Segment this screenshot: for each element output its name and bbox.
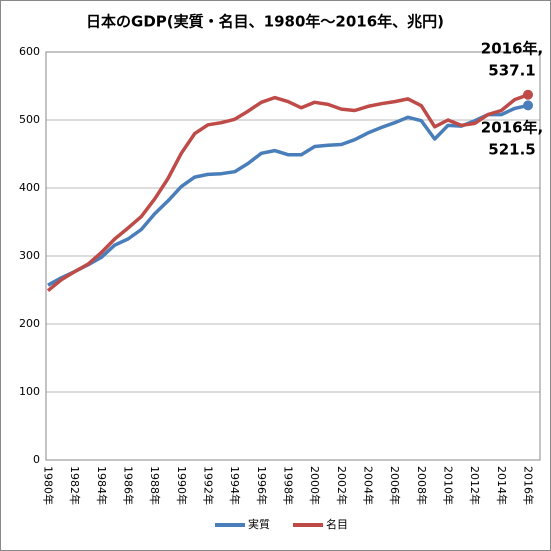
y-tick-label: 600 — [19, 45, 40, 58]
legend-label: 名目 — [326, 517, 348, 531]
x-tick-label: 2014年 — [495, 466, 509, 505]
x-tick-label: 1992年 — [202, 466, 216, 505]
x-tick-label: 1984年 — [95, 466, 109, 505]
legend-label: 実質 — [248, 517, 270, 531]
x-tick-label: 2006年 — [388, 466, 402, 505]
x-tick-label: 2000年 — [308, 466, 322, 505]
y-tick-label: 200 — [19, 317, 40, 330]
x-tick-label: 2016年 — [522, 466, 536, 505]
x-tick-label: 1980年 — [42, 466, 56, 505]
annotation: 2016年, — [481, 119, 543, 137]
x-tick-label: 2008年 — [415, 466, 429, 505]
x-tick-label: 1994年 — [228, 466, 242, 505]
y-tick-label: 400 — [19, 181, 40, 194]
x-tick-label: 2004年 — [362, 466, 376, 505]
x-tick-label: 1982年 — [68, 466, 82, 505]
annotation: 521.5 — [488, 141, 535, 159]
series-line — [47, 103, 529, 287]
x-tick-label: 1988年 — [148, 466, 162, 505]
y-tick-label: 100 — [19, 385, 40, 398]
x-tick-label: 1990年 — [175, 466, 189, 505]
end-marker — [523, 100, 533, 111]
x-tick-label: 1996年 — [255, 466, 269, 505]
y-tick-label: 300 — [19, 249, 40, 262]
x-tick-label: 1986年 — [122, 466, 136, 505]
x-tick-label: 2012年 — [468, 466, 482, 505]
x-tick-label: 2010年 — [442, 466, 456, 505]
y-tick-label: 0 — [33, 453, 40, 466]
series-line — [46, 93, 529, 293]
annotation: 537.1 — [488, 62, 535, 80]
plot-border — [45, 51, 541, 461]
annotation: 2016年, — [481, 40, 543, 58]
chart-title: 日本のGDP(実質・名目、1980年～2016年、兆円) — [86, 13, 444, 31]
end-marker — [523, 89, 533, 100]
x-tick-label: 2002年 — [335, 466, 349, 505]
x-tick-label: 1998年 — [282, 466, 296, 505]
y-tick-label: 500 — [19, 113, 40, 126]
